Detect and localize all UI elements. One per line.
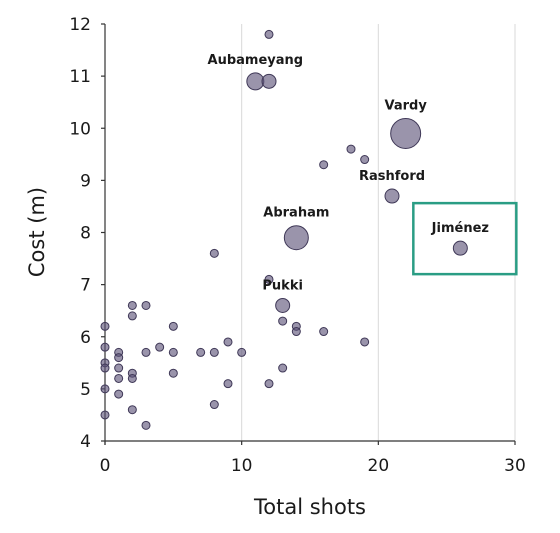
- y-tick-label: 7: [80, 276, 91, 296]
- data-point: [141, 300, 151, 310]
- data-point: [452, 240, 468, 256]
- y-tick-label: 6: [80, 328, 91, 348]
- highlight-box: [412, 201, 518, 276]
- points-layer: [100, 29, 468, 430]
- data-point: [360, 337, 370, 347]
- y-tick-label: 4: [80, 432, 91, 452]
- data-point: [209, 347, 219, 357]
- data-point-label: Abraham: [263, 206, 329, 221]
- data-point-label: Pukki: [262, 278, 303, 293]
- data-point: [209, 400, 219, 410]
- data-point: [127, 405, 137, 415]
- data-point: [278, 316, 288, 326]
- data-point: [114, 363, 124, 373]
- y-axis-title: Cost (m): [25, 187, 49, 277]
- data-point: [275, 297, 291, 313]
- data-point: [319, 327, 329, 337]
- x-tick-label: 0: [100, 456, 111, 476]
- point-labels-layer: Aubameyang Vardy Rashford Abraham Jiménez Puk…: [208, 53, 489, 294]
- data-point: [100, 363, 110, 373]
- data-point: [291, 327, 301, 337]
- data-point: [264, 274, 274, 284]
- data-point: [264, 379, 274, 389]
- highlight-layer: [412, 201, 518, 276]
- data-point: [223, 379, 233, 389]
- data-point: [346, 144, 356, 154]
- data-point: [100, 410, 110, 420]
- y-tick-label: 5: [80, 380, 91, 400]
- data-point: [168, 321, 178, 331]
- data-point-label: Vardy: [385, 98, 428, 113]
- data-point: [127, 300, 137, 310]
- data-point: [319, 160, 329, 170]
- data-point: [114, 373, 124, 383]
- x-axis-title: Total shots: [253, 495, 366, 519]
- data-point-label: Jiménez: [431, 221, 489, 236]
- data-point: [196, 347, 206, 357]
- data-point: [209, 248, 219, 258]
- data-point: [237, 347, 247, 357]
- data-point: [100, 384, 110, 394]
- data-point: [141, 347, 151, 357]
- y-tick-label: 11: [69, 67, 91, 87]
- x-tick-label: 20: [368, 456, 390, 476]
- data-point: [100, 342, 110, 352]
- x-tick-label: 30: [504, 456, 526, 476]
- data-point: [278, 363, 288, 373]
- data-point: [114, 353, 124, 363]
- axes-layer: 4 5 6 7 8 9 10 11 12 0 10 20 30: [69, 15, 525, 476]
- data-point-label: Aubameyang: [208, 53, 304, 68]
- data-point: [168, 368, 178, 378]
- data-point: [360, 155, 370, 165]
- y-tick-label: 8: [80, 224, 91, 244]
- data-point: [246, 72, 265, 91]
- data-point: [384, 188, 400, 204]
- y-tick-label: 10: [69, 119, 91, 139]
- data-point-label: Rashford: [359, 169, 425, 184]
- data-point: [127, 311, 137, 321]
- grid-layer: [241, 24, 516, 441]
- x-tick-label: 10: [231, 456, 253, 476]
- data-point: [155, 342, 165, 352]
- y-tick-label: 12: [69, 15, 91, 35]
- data-point: [114, 389, 124, 399]
- data-point: [261, 73, 277, 89]
- data-point: [264, 29, 274, 39]
- data-point: [223, 337, 233, 347]
- data-point: [168, 347, 178, 357]
- data-point: [283, 225, 309, 251]
- y-tick-label: 9: [80, 171, 91, 191]
- data-point: [100, 321, 110, 331]
- data-point: [127, 373, 137, 383]
- data-point: [390, 117, 422, 149]
- data-point: [141, 420, 151, 430]
